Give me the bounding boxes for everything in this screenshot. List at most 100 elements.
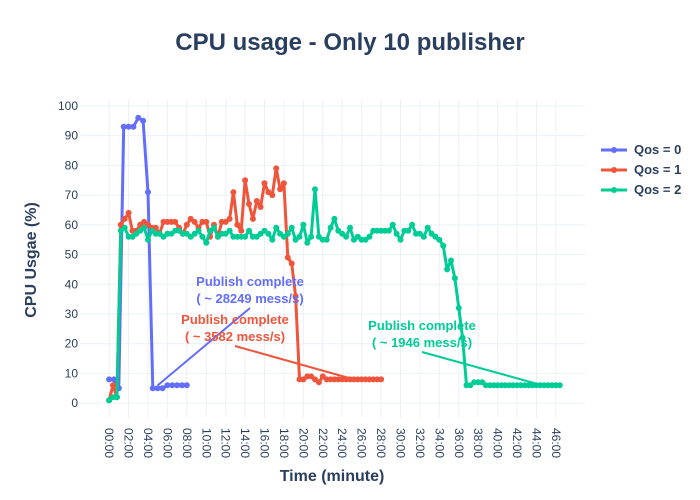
data-point (113, 394, 120, 401)
annotation-text: Publish complete (368, 318, 476, 333)
annotation: Publish complete ( ~ 28249 mess/s) (157, 274, 304, 387)
x-axis-ticks: 00:00 02:00 04:00 06:00 08:00 10:00 12:00 14:00… (102, 428, 563, 458)
annotation-arrow (234, 345, 355, 381)
data-point (183, 221, 190, 228)
data-point (440, 242, 447, 249)
data-point (378, 376, 385, 383)
data-point (203, 218, 210, 225)
y-tick-label: 60 (65, 218, 79, 232)
data-point (436, 236, 443, 243)
data-point (226, 227, 233, 234)
data-point (393, 230, 400, 237)
data-point (121, 215, 128, 222)
data-point (195, 227, 202, 234)
data-point (385, 227, 392, 234)
data-point (246, 201, 252, 207)
data-point (327, 224, 334, 231)
data-point (277, 186, 284, 193)
data-point (424, 224, 431, 231)
data-point (405, 227, 412, 234)
annotation-text: Publish complete (196, 274, 304, 289)
data-point (179, 382, 185, 389)
data-point (420, 233, 427, 240)
x-tick-label: 28:00 (374, 428, 388, 458)
data-point (288, 224, 295, 231)
x-tick-label: 20:00 (296, 428, 310, 458)
x-tick-label: 46:00 (549, 428, 563, 458)
x-tick-label: 02:00 (122, 428, 136, 458)
x-tick-label: 10:00 (199, 428, 213, 458)
data-point (300, 221, 307, 228)
legend-item[interactable]: Qos = 1 (601, 162, 681, 177)
data-point (366, 233, 373, 240)
data-point (120, 123, 127, 130)
data-point (288, 260, 295, 267)
data-point (347, 224, 353, 231)
y-axis-title: CPU Usgae (%) (23, 202, 40, 318)
data-point (174, 382, 181, 389)
legend-item[interactable]: Qos = 2 (601, 182, 681, 197)
data-point (246, 227, 252, 234)
data-point (125, 209, 132, 216)
data-point (203, 239, 210, 246)
x-tick-label: 34:00 (432, 428, 446, 458)
data-point (145, 189, 151, 196)
y-tick-label: 70 (65, 188, 79, 202)
data-point (125, 123, 132, 130)
annotation: Publish complete ( ~ 3582 mess/s) (181, 312, 355, 381)
data-point (183, 382, 190, 389)
x-tick-label: 42:00 (510, 428, 524, 458)
x-tick-label: 22:00 (316, 428, 330, 458)
data-point (172, 218, 179, 225)
grid (80, 100, 585, 418)
data-point (110, 382, 116, 389)
series-0 (106, 114, 190, 392)
data-point (191, 218, 198, 225)
data-point (296, 233, 303, 240)
legend-item[interactable]: Qos = 0 (601, 142, 681, 157)
data-point (135, 114, 142, 121)
x-tick-label: 12:00 (219, 428, 233, 458)
annotation-text: ( ~ 28249 mess/s) (196, 291, 303, 306)
data-point (141, 224, 148, 231)
x-tick-label: 38:00 (471, 428, 485, 458)
x-tick-label: 16:00 (258, 428, 272, 458)
x-tick-label: 40:00 (491, 428, 505, 458)
data-point (269, 236, 276, 243)
annotation-text: ( ~ 1946 mess/s) (372, 335, 472, 350)
data-point (226, 215, 233, 222)
y-tick-label: 20 (65, 337, 79, 351)
series-lines (106, 114, 563, 404)
x-axis-title: Time (minute) (280, 468, 385, 485)
y-tick-label: 90 (65, 129, 79, 143)
data-point (106, 376, 113, 383)
data-point (455, 305, 462, 311)
data-point (273, 165, 280, 172)
data-point (164, 382, 171, 389)
x-tick-label: 04:00 (141, 428, 155, 458)
data-point (448, 257, 454, 264)
data-point (253, 198, 260, 204)
data-point (273, 224, 280, 231)
x-tick-label: 36:00 (452, 428, 466, 458)
data-point (269, 192, 276, 199)
legend-label: Qos = 2 (634, 182, 681, 197)
data-point (397, 236, 404, 243)
legend-swatch-marker (611, 187, 617, 193)
x-tick-label: 18:00 (277, 428, 291, 458)
data-point (323, 236, 330, 243)
annotation-arrow (421, 351, 543, 387)
x-tick-label: 06:00 (160, 428, 174, 458)
data-point (238, 227, 245, 234)
data-point (242, 233, 249, 240)
data-point (343, 233, 350, 240)
data-point (444, 266, 451, 273)
y-tick-label: 80 (65, 158, 79, 172)
data-point (257, 204, 264, 210)
chart-title: CPU usage - Only 10 publisher (175, 29, 524, 56)
data-point (451, 275, 458, 282)
legend-swatch-marker (611, 167, 617, 173)
annotation-text: Publish complete (181, 312, 289, 327)
data-point (111, 376, 117, 383)
